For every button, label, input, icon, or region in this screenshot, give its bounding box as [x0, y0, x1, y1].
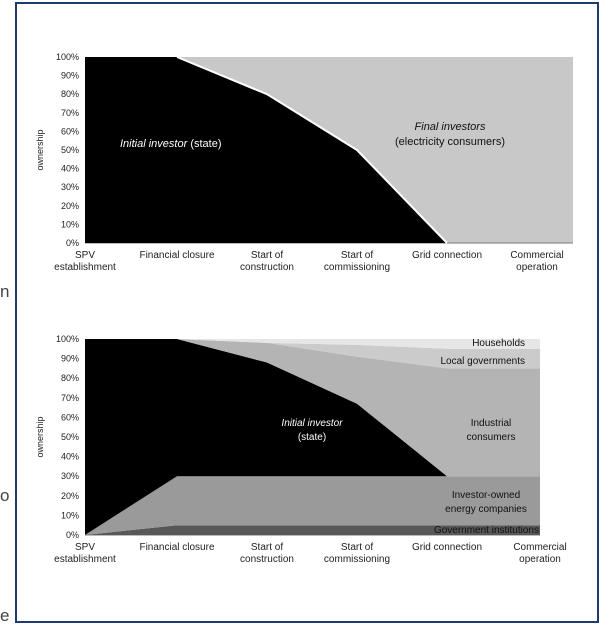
edge-text-fragment: e [0, 606, 10, 625]
x-category-label: SPV [75, 250, 95, 261]
y-tick-label: 80% [61, 89, 79, 99]
x-category-label: SPV [75, 542, 95, 553]
y-tick-label: 80% [61, 373, 79, 383]
y-tick-label: 40% [61, 164, 79, 174]
x-category-label: Grid connection [412, 542, 482, 553]
households-label: Households [472, 338, 525, 349]
initial-investor-label: Initial investor [281, 418, 343, 429]
boundary-line [176, 56, 448, 244]
x-category-label: Start of [251, 542, 283, 553]
x-category-label: Commercial [513, 542, 566, 553]
x-category-label: Financial closure [139, 250, 214, 261]
y-axis-label: ownership [35, 129, 45, 170]
y-tick-label: 20% [61, 491, 79, 501]
x-category-label: Start of [341, 542, 373, 553]
households-area [85, 339, 540, 349]
x-category-label: establishment [54, 554, 116, 565]
y-tick-label: 100% [56, 334, 79, 344]
y-tick-label: 30% [61, 471, 79, 481]
industrial-consumers-label: consumers [467, 432, 516, 443]
y-tick-label: 90% [61, 71, 79, 81]
x-category-label: establishment [54, 262, 116, 273]
government-institutions-area [85, 525, 540, 535]
local-governments-area [85, 339, 540, 369]
industrial-consumers-label: Industrial [471, 418, 512, 429]
investor-owned-label: energy companies [445, 504, 527, 515]
industrial-consumers-area [85, 339, 540, 477]
x-category-label: operation [516, 262, 558, 273]
x-category-label: Financial closure [139, 542, 214, 553]
y-tick-label: 70% [61, 108, 79, 118]
y-tick-label: 100% [56, 52, 79, 62]
x-category-label: Commercial [510, 250, 563, 261]
investor-owned-label: Investor-owned [452, 490, 520, 501]
initial-investor-area [85, 57, 573, 243]
x-category-label: Start of [341, 250, 373, 261]
y-tick-label: 90% [61, 354, 79, 364]
local-governments-label: Local governments [441, 356, 526, 367]
investor-owned-area [85, 476, 540, 535]
y-tick-label: 70% [61, 393, 79, 403]
x-category-label: commissioning [324, 554, 390, 565]
y-tick-label: 50% [61, 432, 79, 442]
y-tick-label: 20% [61, 201, 79, 211]
x-category-label: commissioning [324, 262, 390, 273]
y-tick-label: 60% [61, 412, 79, 422]
y-tick-label: 40% [61, 452, 79, 462]
x-category-label: construction [240, 262, 294, 273]
y-tick-label: 50% [61, 145, 79, 155]
initial-investor-area [85, 339, 540, 535]
final-investors-label: Final investors [415, 121, 486, 133]
y-tick-label: 60% [61, 126, 79, 136]
y-tick-label: 10% [61, 219, 79, 229]
initial-investor-label: Initial investor (state) [120, 138, 222, 150]
edge-text-fragment: o [0, 486, 10, 505]
edge-text-fragment: n [0, 282, 10, 301]
x-category-label: operation [519, 554, 561, 565]
x-category-label: Grid connection [412, 250, 482, 261]
y-tick-label: 10% [61, 510, 79, 520]
initial-investor-sublabel: (state) [298, 432, 326, 443]
y-tick-label: 0% [66, 530, 79, 540]
x-category-label: construction [240, 554, 294, 565]
y-tick-label: 0% [66, 238, 79, 248]
y-axis-label: ownership [35, 416, 45, 457]
y-tick-label: 30% [61, 182, 79, 192]
final-investors-sublabel: (electricity consumers) [395, 136, 505, 148]
government-institutions-label: Government institutions [434, 525, 539, 536]
x-category-label: Start of [251, 250, 283, 261]
